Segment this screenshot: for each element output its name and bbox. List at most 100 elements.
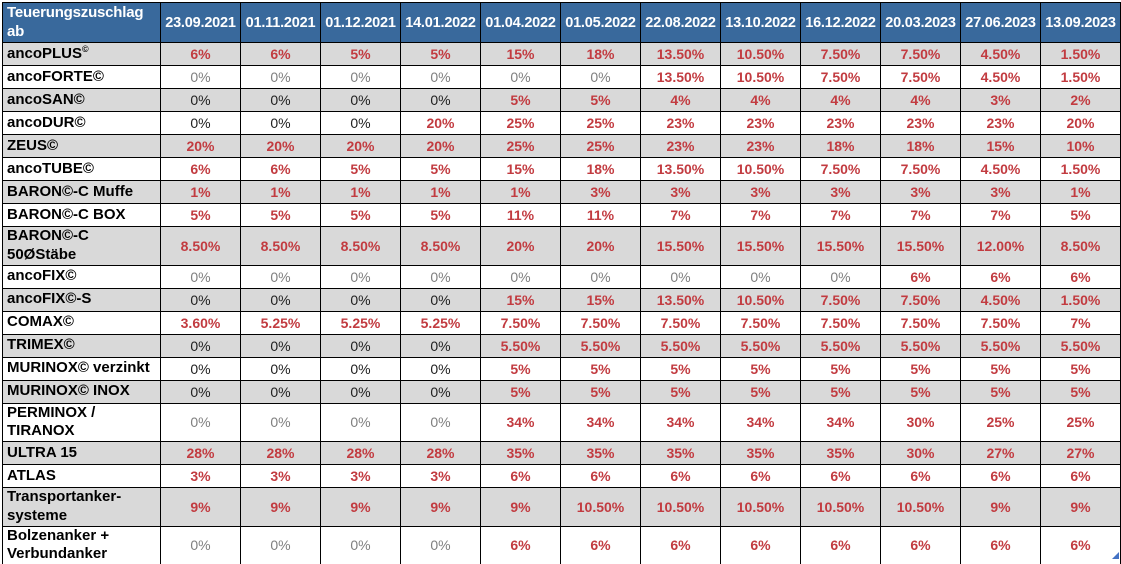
value-cell: 12.00% — [960, 226, 1041, 266]
table-row: ancoFIX©-S 0% 0% 0% 0% 15% 15% 13.50% 10.50% 7.50… — [2, 287, 1121, 312]
value-cell: 6% — [1040, 464, 1121, 488]
value-cell: 20% — [560, 226, 641, 266]
header-row: Teuerungszuschlag ab 23.09.2021 01.11.202… — [2, 2, 1121, 43]
value-cell: 1.50% — [1040, 42, 1121, 66]
value-cell: 0% — [400, 402, 481, 442]
value-cell: 11% — [480, 203, 561, 227]
row-label: ancoFIX©-S — [2, 287, 161, 312]
value-cell: 35% — [800, 441, 881, 465]
table-row: ancoFORTE© 0% 0% 0% 0% 0% 0% 13.50% 10.50% 7.50% 7… — [2, 65, 1121, 89]
value-cell: 6% — [240, 42, 321, 66]
column-header: 14.01.2022 — [400, 2, 481, 43]
value-cell: 5% — [1040, 203, 1121, 227]
value-cell: 7.50% — [880, 287, 961, 312]
row-label: ancoSAN© — [2, 88, 161, 112]
table-body: ancoPLUS© 6% 6% 5% 5% 15% 18% 13.50% 10.50% 7.50%… — [2, 42, 1121, 564]
row-label: PERMINOX / TIRANOX — [2, 402, 161, 442]
value-cell: 35% — [480, 441, 561, 465]
value-cell: 0% — [320, 88, 401, 112]
value-cell: 5% — [560, 379, 641, 404]
column-header: 27.06.2023 — [960, 2, 1041, 43]
value-cell: 1% — [480, 180, 561, 204]
value-cell: 0% — [160, 333, 241, 358]
value-cell: 6% — [720, 525, 801, 564]
value-cell: 15.50% — [720, 226, 801, 266]
row-label: ancoFORTE© — [2, 65, 161, 89]
value-cell: 23% — [640, 134, 721, 158]
value-cell: 23% — [720, 134, 801, 158]
value-cell: 0% — [400, 333, 481, 358]
value-cell: 3% — [960, 180, 1041, 204]
value-cell: 5.50% — [1040, 333, 1121, 358]
row-label: ancoFIX© — [2, 264, 161, 289]
value-cell: 18% — [560, 157, 641, 181]
value-cell: 5% — [640, 356, 721, 381]
value-cell: 6% — [1040, 264, 1121, 289]
column-header: 01.04.2022 — [480, 2, 561, 43]
value-cell: 10.50% — [640, 487, 721, 527]
table-row: COMAX© 3.60% 5.25% 5.25% 5.25% 7.50% 7.50% 7.50… — [2, 310, 1121, 335]
column-header: 01.11.2021 — [240, 2, 321, 43]
row-label: BARON©-C Muffe — [2, 180, 161, 204]
value-cell: 5% — [800, 356, 881, 381]
value-cell: 3% — [880, 180, 961, 204]
value-cell: 0% — [400, 88, 481, 112]
value-cell: 5% — [320, 157, 401, 181]
value-cell: 0% — [160, 65, 241, 89]
row-label: Bolzenanker + Verbundanker — [2, 525, 161, 564]
value-cell: 6% — [160, 42, 241, 66]
value-cell: 0% — [160, 88, 241, 112]
column-header: 16.12.2022 — [800, 2, 881, 43]
value-cell: 10.50% — [720, 287, 801, 312]
value-cell: 7.50% — [880, 65, 961, 89]
value-cell: 5% — [560, 356, 641, 381]
value-cell: 10.50% — [800, 487, 881, 527]
value-cell: 7.50% — [800, 65, 881, 89]
value-cell: 5% — [800, 379, 881, 404]
value-cell: 6% — [480, 525, 561, 564]
value-cell: 20% — [320, 134, 401, 158]
value-cell: 3% — [160, 464, 241, 488]
value-cell: 10.50% — [880, 487, 961, 527]
value-cell: 0% — [480, 264, 561, 289]
value-cell: 13.50% — [640, 287, 721, 312]
row-label: MURINOX© verzinkt — [2, 356, 161, 381]
value-cell: 0% — [240, 264, 321, 289]
value-cell: 6% — [800, 525, 881, 564]
row-label: ancoDUR© — [2, 111, 161, 135]
value-cell: 7% — [720, 203, 801, 227]
value-cell: 23% — [800, 111, 881, 135]
value-cell: 4% — [880, 88, 961, 112]
value-cell: 7.50% — [880, 310, 961, 335]
value-cell: 5% — [320, 42, 401, 66]
value-cell: 0% — [400, 356, 481, 381]
value-cell: 4.50% — [960, 42, 1041, 66]
value-cell: 13.50% — [640, 42, 721, 66]
table-row: BARON©-C 50ØStäbe 8.50% 8.50% 8.50% 8.50% 20%… — [2, 226, 1121, 266]
value-cell: 3% — [800, 180, 881, 204]
value-cell: 5.50% — [560, 333, 641, 358]
value-cell: 7.50% — [880, 42, 961, 66]
value-cell: 1.50% — [1040, 287, 1121, 312]
table-row: ancoFIX© 0% 0% 0% 0% 0% 0% 0% 0% 0% 6% 6% 6% — [2, 264, 1121, 289]
value-cell: 27% — [960, 441, 1041, 465]
value-cell: 0% — [400, 287, 481, 312]
value-cell: 18% — [880, 134, 961, 158]
value-cell: 7.50% — [800, 42, 881, 66]
row-label: MURINOX© INOX — [2, 379, 161, 404]
value-cell: 5.25% — [320, 310, 401, 335]
value-cell: 0% — [320, 111, 401, 135]
value-cell: 6% — [720, 464, 801, 488]
value-cell: 7% — [960, 203, 1041, 227]
value-cell: 20% — [480, 226, 561, 266]
value-cell: 34% — [640, 402, 721, 442]
value-cell: 3% — [720, 180, 801, 204]
value-cell: 5% — [240, 203, 321, 227]
row-label: ATLAS — [2, 464, 161, 488]
value-cell: 23% — [880, 111, 961, 135]
value-cell: 15% — [960, 134, 1041, 158]
value-cell: 4% — [720, 88, 801, 112]
value-cell: 11% — [560, 203, 641, 227]
value-cell: 25% — [560, 134, 641, 158]
value-cell: 0% — [320, 264, 401, 289]
